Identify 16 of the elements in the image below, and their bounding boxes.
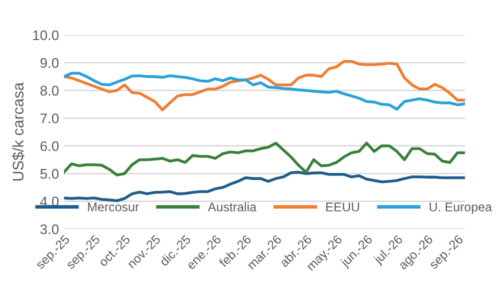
- legend-label: Mercosur: [88, 202, 139, 212]
- y-tick-label: 10.0: [33, 30, 59, 40]
- legend-label: EEUU: [326, 202, 360, 212]
- y-axis-title: US$/k carcasa: [12, 82, 24, 180]
- y-tick-label: 8.0: [40, 86, 59, 96]
- legend-label: Australia: [208, 202, 257, 212]
- y-tick-label: 7.0: [40, 113, 59, 124]
- y-tick-label: 6.0: [40, 141, 59, 152]
- line-series: [64, 72, 465, 111]
- line-series: [64, 60, 465, 112]
- y-tick-label: 9.0: [40, 58, 59, 68]
- line-series: [64, 170, 465, 202]
- legend-label: U. Europea: [430, 202, 492, 214]
- line-series: [64, 142, 465, 176]
- y-tick-label: 3.0: [40, 224, 59, 234]
- y-tick-label: 5.0: [40, 168, 59, 179]
